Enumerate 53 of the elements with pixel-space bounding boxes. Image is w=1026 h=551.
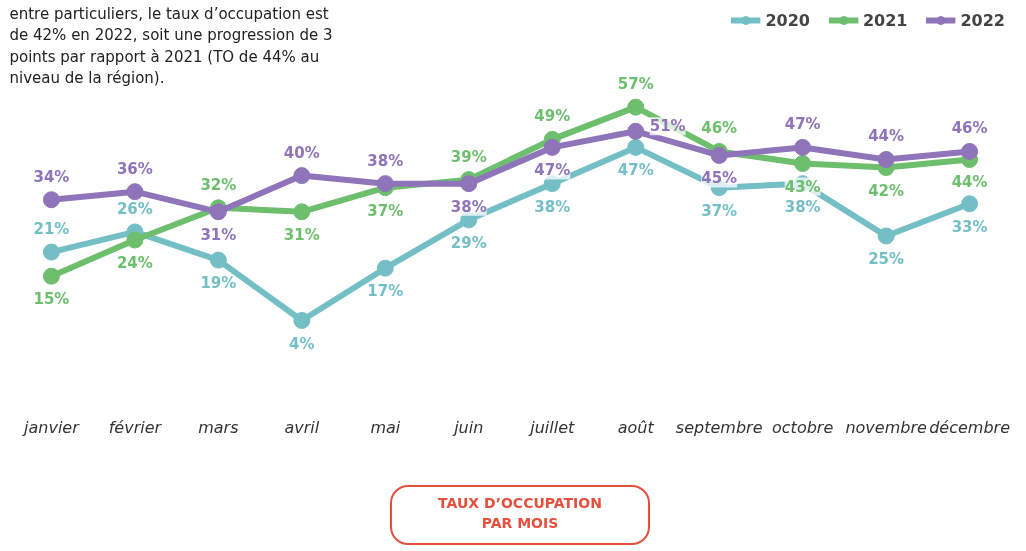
data-label: 37% bbox=[701, 201, 738, 220]
data-label: 43% bbox=[784, 177, 821, 196]
data-label: 40% bbox=[283, 143, 320, 162]
x-tick-label: août bbox=[617, 417, 655, 437]
x-tick-label: juin bbox=[452, 417, 484, 437]
data-label: 17% bbox=[367, 282, 404, 301]
data-label: 37% bbox=[367, 201, 404, 220]
data-label: 46% bbox=[701, 119, 738, 138]
data-label: 38% bbox=[367, 151, 404, 170]
data-label: 32% bbox=[200, 175, 237, 194]
data-label: 46% bbox=[951, 119, 988, 138]
data-label: 57% bbox=[617, 75, 654, 94]
data-label: 47% bbox=[617, 161, 654, 180]
data-label: 44% bbox=[868, 127, 905, 146]
data-label: 24% bbox=[116, 254, 153, 272]
text: entre particuliers, le taux d’occupation est de 42% en 2022, soit une progression de 3 points par rapport à 2021 (TO de 44% au niveau de la région). bbox=[9, 4, 333, 88]
data-label: 47% bbox=[534, 161, 571, 180]
data-label: 15% bbox=[33, 290, 70, 309]
x-tick-label: mars bbox=[198, 417, 239, 437]
data-label: 42% bbox=[868, 181, 905, 200]
legend-label: 2020 bbox=[765, 10, 810, 30]
data-label: 36% bbox=[116, 159, 153, 178]
data-label: 38% bbox=[450, 197, 487, 216]
x-tick-label: avril bbox=[284, 417, 320, 437]
x-tick-label: novembre bbox=[845, 417, 927, 437]
data-label: 31% bbox=[200, 225, 237, 244]
data-label: 38% bbox=[784, 197, 821, 216]
data-label: 51% bbox=[649, 117, 686, 136]
data-label: 34% bbox=[33, 167, 70, 186]
x-tick-label: février bbox=[108, 417, 163, 437]
data-label: 29% bbox=[450, 233, 487, 252]
x-tick-label: septembre bbox=[675, 417, 763, 437]
data-label: 38% bbox=[534, 197, 571, 216]
data-label: 39% bbox=[450, 147, 487, 166]
data-label: 33% bbox=[951, 217, 988, 236]
data-label: 47% bbox=[784, 115, 821, 134]
data-label: 25% bbox=[868, 249, 905, 268]
data-label: 21% bbox=[33, 220, 70, 239]
x-tick-label: mai bbox=[370, 417, 401, 437]
x-tick-label: janvier bbox=[22, 417, 81, 437]
x-tick-label: octobre bbox=[772, 417, 834, 437]
data-label: 49% bbox=[534, 107, 571, 126]
data-label: 31% bbox=[283, 225, 320, 244]
x-tick-label: juillet bbox=[528, 417, 575, 437]
data-label: 4% bbox=[289, 334, 315, 353]
data-label: 19% bbox=[200, 274, 237, 293]
legend-label: 2022 bbox=[960, 10, 1005, 30]
text: TAUX D’OCCUPATION PAR MOIS bbox=[438, 494, 602, 533]
data-label: 26% bbox=[116, 199, 153, 218]
data-label: 44% bbox=[951, 173, 988, 192]
legend-label: 2021 bbox=[862, 10, 908, 30]
x-tick-label: décembre bbox=[929, 417, 1011, 437]
data-label: 45% bbox=[701, 169, 738, 188]
